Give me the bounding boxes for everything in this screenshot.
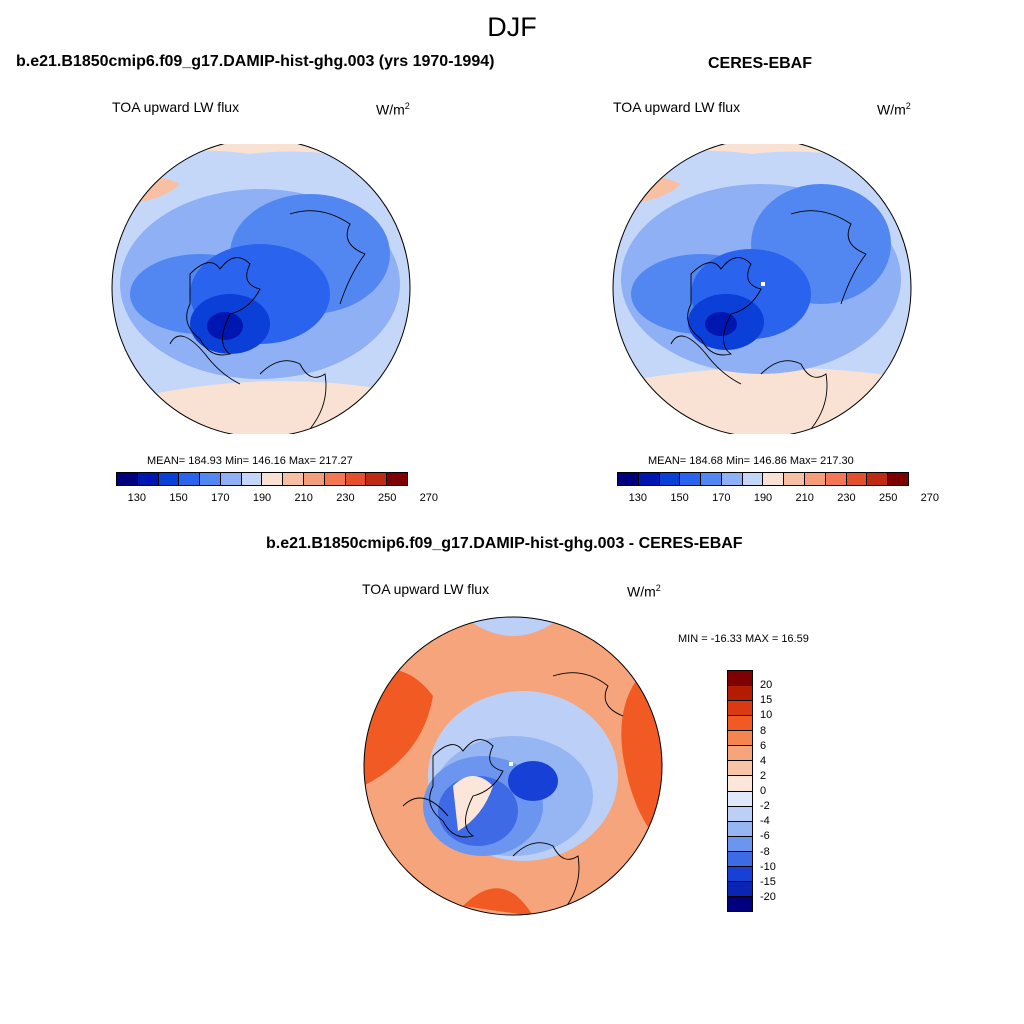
model-colorbar-swatch: [158, 473, 180, 485]
diff-colorbar-tick-label: 4: [760, 754, 767, 767]
obs-colorbar-swatch: [784, 473, 806, 485]
diff-colorbar-tick-label: -6: [760, 830, 770, 843]
model-colorbar-swatch: [387, 473, 407, 485]
model-polar-map: [111, 144, 411, 434]
model-colorbar-swatch: [117, 473, 138, 485]
diff-colorbar-tick-label: 20: [760, 679, 773, 692]
diff-colorbar-swatch: [728, 686, 752, 702]
obs-polar-map: [612, 144, 912, 434]
diff-variable-label: TOA upward LW flux: [362, 581, 490, 597]
diff-colorbar-tick-label: -15: [760, 875, 776, 888]
diff-colorbar-swatch: [728, 731, 752, 747]
obs-colorbar-swatch: [846, 473, 868, 485]
diff-colorbar-tick-label: 8: [760, 724, 767, 737]
obs-colorbar-tick-label: 170: [712, 492, 731, 504]
diff-colorbar-tick-label: -10: [760, 860, 776, 873]
diff-colorbar-tick-label: -4: [760, 815, 770, 828]
model-colorbar-swatch: [200, 473, 221, 485]
diff-colorbar-swatch: [728, 701, 752, 717]
obs-stats: MEAN= 184.68 Min= 146.86 Max= 217.30: [648, 455, 854, 467]
diff-colorbar: 20 15 10 8 6 4 2 0 -2 -4 -6 -8 -10 -15 -20: [727, 670, 807, 912]
obs-colorbar-swatch: [618, 473, 639, 485]
model-colorbar-swatch: [179, 473, 201, 485]
obs-colorbar-swatch: [867, 473, 889, 485]
obs-colorbar-tick-label: 210: [795, 492, 814, 504]
diff-colorbar-swatch: [728, 821, 752, 837]
diff-stats: MIN = -16.33 MAX = 16.59: [678, 633, 809, 645]
model-colorbar-swatch: [262, 473, 284, 485]
diff-colorbar-swatch: [728, 791, 752, 807]
model-panel-title: b.e21.B1850cmip6.f09_g17.DAMIP-hist-ghg.…: [16, 53, 495, 70]
model-colorbar-swatch: [220, 473, 242, 485]
obs-colorbar-swatch: [721, 473, 743, 485]
obs-colorbar-swatch: [701, 473, 722, 485]
model-colorbar-swatch: [366, 473, 388, 485]
obs-colorbar-tick-label: 230: [837, 492, 856, 504]
diff-colorbar-tick-label: 0: [760, 785, 767, 797]
obs-colorbar-swatch: [742, 473, 764, 485]
diff-colorbar-swatch: [728, 896, 752, 911]
diff-colorbar-tick-label: -20: [760, 890, 776, 903]
diff-colorbar-tick-label: 2: [760, 769, 767, 782]
obs-unit-label: W/m2: [877, 101, 911, 118]
obs-colorbar-swatch: [638, 473, 660, 485]
model-colorbar-tick-label: 210: [294, 492, 313, 504]
obs-colorbar-swatch: [825, 473, 847, 485]
diff-colorbar-swatch: [728, 761, 752, 777]
obs-colorbar-swatch: [805, 473, 826, 485]
obs-variable-label: TOA upward LW flux: [613, 99, 741, 115]
diff-colorbar-tick-label: 15: [760, 694, 773, 707]
diff-colorbar-swatch: [728, 776, 752, 792]
diff-colorbar-swatch: [728, 671, 752, 687]
obs-colorbar-swatch: [888, 473, 908, 485]
model-colorbar-swatch: [345, 473, 367, 485]
diff-panel-title: b.e21.B1850cmip6.f09_g17.DAMIP-hist-ghg.…: [266, 535, 743, 552]
model-colorbar-swatch: [283, 473, 305, 485]
obs-colorbar-tick-label: 270: [920, 492, 940, 504]
model-colorbar-tick-label: 230: [336, 492, 355, 504]
diff-colorbar-tick-label: -8: [760, 845, 770, 858]
obs-colorbar-tick-label: 150: [670, 492, 689, 504]
diff-colorbar-tick-label: -2: [760, 800, 770, 813]
model-colorbar-tick-label: 270: [419, 492, 439, 504]
model-colorbar-tick-label: 190: [252, 492, 272, 504]
model-unit-label: W/m2: [376, 101, 410, 118]
season-title: DJF: [487, 12, 537, 42]
model-colorbar-swatch: [241, 473, 263, 485]
diff-colorbar-swatch: [728, 806, 752, 822]
model-colorbar-tick-label: 170: [211, 492, 230, 504]
model-colorbar-swatch: [324, 473, 346, 485]
obs-colorbar-tick-label: 250: [878, 492, 898, 504]
diff-colorbar-swatch: [728, 881, 752, 897]
diff-colorbar-swatch: [728, 851, 752, 867]
model-colorbar: 130 150 170 190 210 230 250 270: [116, 472, 438, 508]
diff-colorbar-swatch: [728, 716, 752, 732]
obs-colorbar-tick-label: 190: [753, 492, 773, 504]
model-colorbar-tick-label: 150: [169, 492, 188, 504]
diff-colorbar-swatch: [728, 746, 752, 762]
diff-colorbar-tick-label: 10: [760, 709, 773, 722]
model-variable-label: TOA upward LW flux: [112, 99, 240, 115]
diff-unit-label: W/m2: [627, 583, 661, 600]
diff-colorbar-swatch: [728, 866, 752, 882]
model-colorbar-tick-label: 250: [377, 492, 397, 504]
obs-colorbar-tick-label: 130: [628, 492, 648, 504]
model-colorbar-swatch: [137, 473, 159, 485]
model-stats: MEAN= 184.93 Min= 146.16 Max= 217.27: [147, 455, 353, 467]
diff-colorbar-swatch: [728, 836, 752, 852]
obs-colorbar: 130 150 170 190 210 230 250 270: [617, 472, 939, 508]
obs-colorbar-swatch: [763, 473, 785, 485]
model-colorbar-swatch: [304, 473, 325, 485]
diff-polar-map: [363, 616, 663, 916]
obs-panel-title: CERES-EBAF: [708, 55, 813, 72]
diff-colorbar-tick-label: 6: [760, 739, 767, 752]
model-colorbar-tick-label: 130: [127, 492, 147, 504]
obs-colorbar-swatch: [680, 473, 702, 485]
obs-colorbar-swatch: [659, 473, 681, 485]
